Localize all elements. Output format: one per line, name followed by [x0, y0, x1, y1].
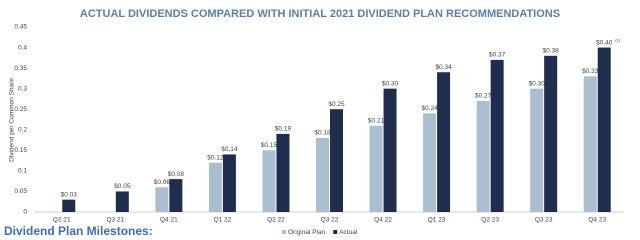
value-label: $0.08 — [168, 171, 185, 178]
value-label: $0.05 — [114, 183, 131, 190]
bar — [208, 162, 222, 212]
bar — [262, 150, 276, 212]
bar — [544, 55, 558, 213]
x-tick-label: Q3 21 — [106, 217, 124, 224]
bar — [423, 113, 437, 212]
x-tick-label: Q3 23 — [535, 217, 553, 224]
value-label: $0.24 — [421, 105, 438, 112]
section-heading: Dividend Plan Milestones: — [4, 224, 153, 238]
bar — [583, 76, 597, 212]
bar — [530, 88, 544, 212]
bar — [62, 199, 76, 212]
value-label: $0.19 — [275, 126, 292, 133]
bar — [597, 47, 611, 212]
x-tick-label: Q2 23 — [481, 217, 499, 224]
y-tick-label: 0.4 — [18, 44, 27, 51]
value-label: $0.40 — [596, 39, 613, 46]
value-label: $0.30 — [382, 80, 399, 87]
bar — [490, 59, 504, 213]
x-tick-label: Q2 22 — [267, 217, 285, 224]
value-label: $0.38 — [543, 47, 560, 54]
legend-swatch — [333, 230, 338, 234]
value-label: $0.37 — [489, 52, 506, 59]
y-tick-label: 0.2 — [18, 126, 27, 133]
bar — [330, 109, 343, 212]
bar — [115, 191, 129, 212]
x-tick-label: Q4 22 — [374, 217, 392, 224]
value-label: $0.15 — [261, 142, 278, 149]
bar — [437, 72, 451, 212]
value-label: $0.03 — [61, 191, 78, 198]
value-label: $0.30 — [529, 80, 546, 87]
chart-title: ACTUAL DIVIDENDS COMPARED WITH INITIAL 2… — [80, 8, 560, 20]
value-label: $0.06 — [154, 179, 171, 186]
y-tick-label: 0.45 — [14, 24, 27, 31]
y-tick-label: 0.25 — [14, 106, 27, 113]
legend-label: Original Plan — [288, 229, 326, 236]
value-label: $0.27 — [475, 93, 492, 100]
value-label: $0.18 — [314, 130, 331, 137]
value-label: $0.25 — [328, 101, 345, 108]
y-tick-label: 0.05 — [14, 188, 27, 195]
value-label: $0.21 — [368, 117, 385, 124]
y-tick-label: 0.1 — [18, 168, 27, 175]
y-axis-label: Dividend per Common Share — [9, 78, 16, 162]
x-tick-label: Q1 23 — [428, 217, 446, 224]
value-label: $0.12 — [207, 154, 224, 161]
value-label: $0.34 — [435, 64, 452, 71]
bar — [383, 88, 397, 212]
value-label: $0.14 — [221, 146, 238, 153]
footnote-marker: (1) — [615, 38, 621, 43]
bar — [276, 133, 290, 212]
y-tick-label: 0.35 — [14, 65, 27, 72]
y-tick-label: 0 — [23, 209, 27, 216]
bar — [222, 154, 236, 212]
legend-swatch — [282, 230, 286, 234]
bar — [155, 187, 169, 212]
x-tick-label: Q2 21 — [53, 217, 71, 224]
legend-label: Actual — [339, 229, 358, 236]
bar — [316, 138, 329, 212]
value-label: $0.33 — [582, 68, 599, 75]
bar — [476, 101, 490, 212]
x-tick-label: Q1 22 — [214, 217, 232, 224]
y-tick-label: 0.15 — [14, 147, 27, 154]
bar — [369, 125, 383, 212]
x-tick-label: Q4 21 — [160, 217, 178, 224]
bar — [169, 179, 183, 212]
x-tick-label: Q4 23 — [588, 217, 606, 224]
x-tick-label: Q3 22 — [321, 217, 339, 224]
y-tick-label: 0.3 — [18, 85, 27, 92]
